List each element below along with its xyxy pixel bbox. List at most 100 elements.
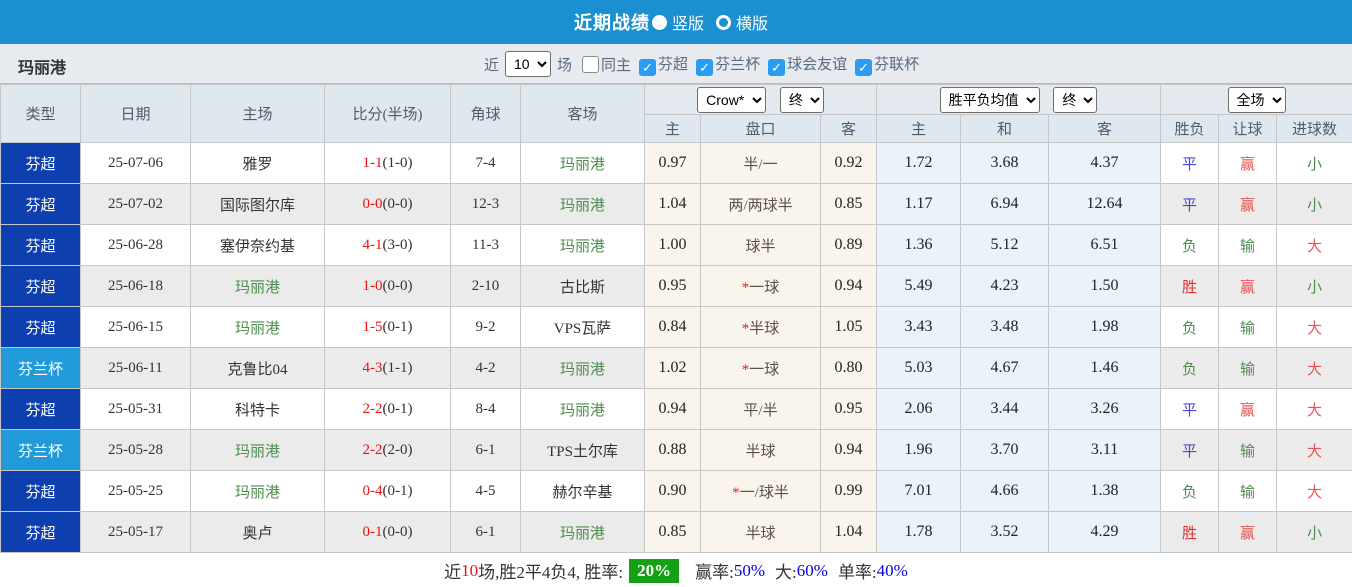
col-header-ah-pan: 盘口 bbox=[700, 114, 821, 143]
col-header-date: 日期 bbox=[80, 84, 191, 143]
cell-ah-home-odds: 0.84 bbox=[644, 306, 701, 348]
cell-handicap-result: 输 bbox=[1218, 224, 1278, 266]
big-rate-value: 60% bbox=[796, 560, 828, 580]
cell-date: 25-06-18 bbox=[80, 265, 191, 307]
cell-eu-home-odds: 3.43 bbox=[876, 306, 962, 348]
radio-horizontal-icon[interactable] bbox=[716, 14, 731, 30]
odds-time-select[interactable]: 终 bbox=[779, 86, 824, 113]
cell-ah-handicap: 半球 bbox=[700, 429, 821, 471]
radio-vertical-selected-icon[interactable] bbox=[651, 14, 667, 30]
cell-handicap-result: 赢 bbox=[1218, 511, 1278, 553]
cell-ah-away-odds: 0.99 bbox=[819, 470, 878, 512]
handicap-rate-value: 50% bbox=[733, 560, 766, 580]
cell-date: 25-06-11 bbox=[80, 347, 191, 389]
cell-date: 25-06-15 bbox=[80, 306, 191, 348]
cell-score: 0-1(0-0) bbox=[324, 511, 451, 553]
table-row: 芬兰杯 25-05-28 玛丽港 2-2(2-0) 6-1 TPS土尔库 0.88 半球 0.9… bbox=[0, 429, 1352, 471]
cell-corners: 6-1 bbox=[450, 429, 521, 471]
topbar: 近期战绩 竖版 横版 bbox=[0, 0, 1352, 44]
cell-eu-away-odds: 1.50 bbox=[1048, 265, 1162, 307]
results-table: 类型 日期 主场 比分(半场) 角球 客场 Crow* 终 胜平负均值 终 bbox=[0, 84, 1352, 553]
radio-horizontal-label[interactable]: 横版 bbox=[736, 16, 769, 33]
cell-corners: 8-4 bbox=[450, 388, 521, 430]
cell-score: 0-4(0-1) bbox=[324, 470, 451, 512]
near-label: 近 bbox=[484, 57, 500, 74]
cell-score: 1-5(0-1) bbox=[324, 306, 451, 348]
cell-eu-draw-odds: 5.12 bbox=[960, 224, 1050, 266]
cell-ah-handicap: 半球 bbox=[700, 511, 821, 553]
league-checkbox-label-1[interactable]: 芬兰杯 bbox=[715, 56, 761, 73]
league-checkbox-label-0[interactable]: 芬超 bbox=[658, 56, 689, 73]
cell-goals-result: 小 bbox=[1276, 183, 1352, 225]
league-checkbox-label-2[interactable]: 球会友谊 bbox=[787, 56, 848, 73]
cell-handicap-result: 赢 bbox=[1218, 183, 1278, 225]
cell-ah-away-odds: 0.85 bbox=[819, 183, 878, 225]
same-home-checkbox[interactable] bbox=[582, 55, 600, 73]
near-count-select[interactable]: 10 bbox=[505, 51, 552, 77]
cell-date: 25-05-25 bbox=[80, 470, 191, 512]
handicap-rate-label: 赢率: bbox=[695, 563, 734, 582]
cell-away-team: 玛丽港 bbox=[520, 224, 645, 266]
radio-vertical-label[interactable]: 竖版 bbox=[671, 16, 704, 33]
cell-date: 25-07-02 bbox=[80, 183, 191, 225]
cell-eu-draw-odds: 3.52 bbox=[960, 511, 1050, 553]
col-header-result: 胜负 bbox=[1160, 114, 1220, 143]
cell-handicap-result: 赢 bbox=[1218, 388, 1278, 430]
cell-eu-draw-odds: 3.68 bbox=[960, 142, 1050, 184]
cell-corners: 2-10 bbox=[450, 265, 521, 307]
cell-result: 胜 bbox=[1160, 265, 1220, 307]
big-rate-label: 大: bbox=[775, 563, 797, 582]
cell-home-team: 克鲁比04 bbox=[190, 347, 325, 389]
col-header-score: 比分(半场) bbox=[324, 84, 451, 143]
cell-eu-home-odds: 1.17 bbox=[876, 183, 962, 225]
league-checkbox-2[interactable]: ✓ bbox=[768, 58, 786, 76]
team-name: 玛丽港 bbox=[18, 60, 67, 77]
cell-ah-away-odds: 1.05 bbox=[819, 306, 878, 348]
cell-eu-draw-odds: 4.67 bbox=[960, 347, 1050, 389]
cell-ah-handicap: 球半 bbox=[700, 224, 821, 266]
cell-handicap-result: 输 bbox=[1218, 429, 1278, 471]
table-row: 芬超 25-07-06 雅罗 1-1(1-0) 7-4 玛丽港 0.97 半/一 0.92 1.7… bbox=[0, 142, 1352, 184]
cell-handicap-result: 输 bbox=[1218, 347, 1278, 389]
league-checkbox-label-3[interactable]: 芬联杯 bbox=[874, 56, 920, 73]
cell-eu-away-odds: 3.26 bbox=[1048, 388, 1162, 430]
cell-date: 25-05-17 bbox=[80, 511, 191, 553]
cell-away-team: 古比斯 bbox=[520, 265, 645, 307]
europe-avg-select[interactable]: 胜平负均值 bbox=[939, 86, 1040, 113]
cell-home-team: 国际图尔库 bbox=[190, 183, 325, 225]
cell-eu-home-odds: 1.78 bbox=[876, 511, 962, 553]
league-checkbox-0[interactable]: ✓ bbox=[639, 58, 657, 76]
col-header-away: 客场 bbox=[520, 84, 645, 143]
odds-company-select[interactable]: Crow* bbox=[697, 86, 767, 113]
cell-result: 平 bbox=[1160, 183, 1220, 225]
cell-eu-home-odds: 1.36 bbox=[876, 224, 962, 266]
cell-ah-away-odds: 0.94 bbox=[819, 265, 878, 307]
cell-ah-handicap: *一球 bbox=[700, 347, 821, 389]
col-header-home: 主场 bbox=[190, 84, 325, 143]
cell-match-type: 芬超 bbox=[0, 265, 81, 307]
scope-select[interactable]: 全场 bbox=[1227, 86, 1286, 113]
league-checkbox-3[interactable]: ✓ bbox=[855, 58, 873, 76]
cell-result: 负 bbox=[1160, 347, 1220, 389]
col-header-ah-away: 客 bbox=[819, 114, 878, 143]
cell-eu-away-odds: 3.11 bbox=[1048, 429, 1162, 471]
europe-time-select[interactable]: 终 bbox=[1053, 86, 1098, 113]
cell-eu-away-odds: 1.98 bbox=[1048, 306, 1162, 348]
games-label: 场 bbox=[557, 57, 573, 74]
cell-handicap-result: 赢 bbox=[1218, 265, 1278, 307]
cell-home-team: 科特卡 bbox=[190, 388, 325, 430]
cell-match-type: 芬超 bbox=[0, 470, 81, 512]
table-row: 芬超 25-07-02 国际图尔库 0-0(0-0) 12-3 玛丽港 1.04 两/两球半 0… bbox=[0, 183, 1352, 225]
cell-date: 25-05-31 bbox=[80, 388, 191, 430]
league-checkbox-1[interactable]: ✓ bbox=[696, 58, 714, 76]
cell-ah-home-odds: 1.02 bbox=[644, 347, 701, 389]
filter-bar: 玛丽港 近 10 场 同主 ✓ 芬超 ✓ 芬兰杯 ✓ 球会友谊 ✓ 芬联杯 bbox=[0, 44, 1352, 84]
table-row: 芬超 25-06-18 玛丽港 1-0(0-0) 2-10 古比斯 0.95 *一球 0.94 5… bbox=[0, 265, 1352, 307]
filter-controls: 近 10 场 同主 ✓ 芬超 ✓ 芬兰杯 ✓ 球会友谊 ✓ 芬联杯 bbox=[484, 44, 919, 84]
cell-goals-result: 大 bbox=[1276, 470, 1352, 512]
cell-corners: 12-3 bbox=[450, 183, 521, 225]
cell-ah-home-odds: 0.85 bbox=[644, 511, 701, 553]
cell-away-team: 玛丽港 bbox=[520, 142, 645, 184]
cell-goals-result: 大 bbox=[1276, 224, 1352, 266]
same-home-label[interactable]: 同主 bbox=[601, 57, 632, 74]
